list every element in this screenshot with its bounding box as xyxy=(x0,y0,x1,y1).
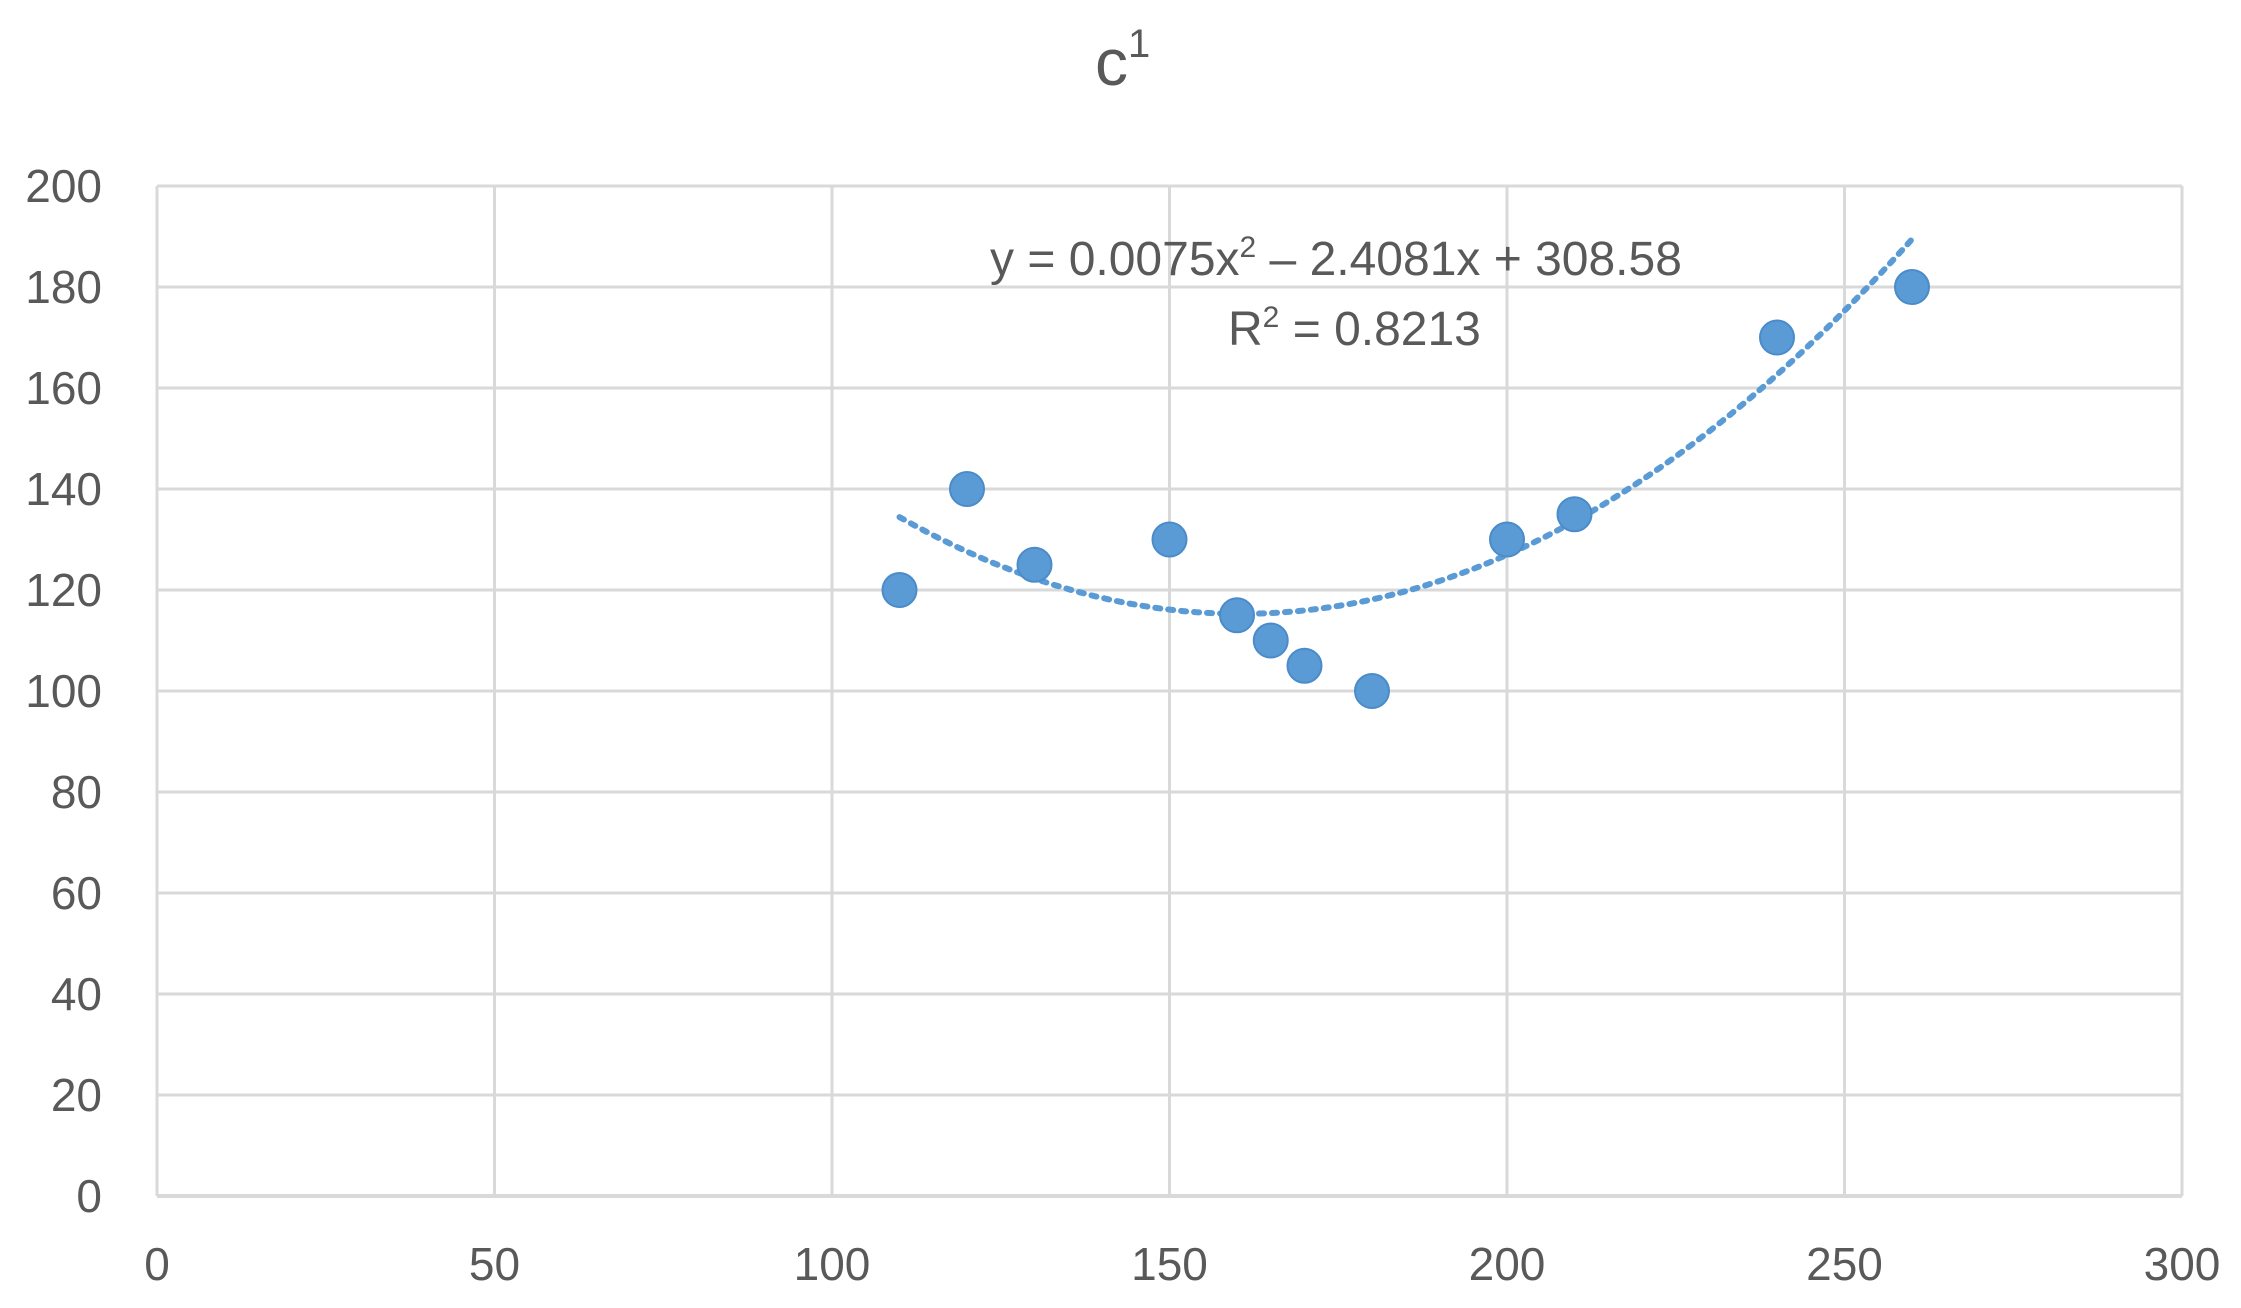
data-point xyxy=(1489,521,1525,558)
data-point xyxy=(949,471,985,507)
data-point xyxy=(1556,496,1593,533)
r-squared-label: R2 = 0.8213 xyxy=(1228,301,1481,356)
x-tick-label: 300 xyxy=(2144,1238,2221,1290)
data-point xyxy=(1354,673,1390,709)
data-point xyxy=(1252,622,1289,659)
r2-suffix: = 0.8213 xyxy=(1279,303,1481,356)
y-tick-label: 200 xyxy=(25,160,102,212)
y-tick-label: 180 xyxy=(25,261,102,313)
x-tick-label: 100 xyxy=(794,1238,871,1290)
trendline-equation: y = 0.0075x2 – 2.4081x + 308.58 xyxy=(990,231,1682,286)
y-tick-label: 60 xyxy=(51,867,102,919)
data-point xyxy=(1151,521,1188,558)
data-points xyxy=(881,269,1930,709)
data-point xyxy=(1016,546,1053,583)
chart-title-text: c xyxy=(1095,25,1128,99)
x-tick-label: 150 xyxy=(1131,1238,1208,1290)
x-tick-label: 50 xyxy=(469,1238,520,1290)
r2-prefix: R xyxy=(1228,303,1263,356)
y-tick-label: 80 xyxy=(51,766,102,818)
equation-prefix: y = 0.0075x xyxy=(990,233,1240,286)
y-tick-label: 0 xyxy=(76,1170,102,1222)
r2-exponent: 2 xyxy=(1263,301,1280,334)
chart-title-superscript: 1 xyxy=(1128,22,1150,66)
trendline xyxy=(896,236,1915,617)
data-point xyxy=(1894,269,1930,305)
x-tick-label: 0 xyxy=(144,1238,170,1290)
y-tick-label: 140 xyxy=(25,463,102,515)
x-tick-label: 250 xyxy=(1806,1238,1883,1290)
data-point xyxy=(1759,319,1795,356)
y-tick-label: 160 xyxy=(25,362,102,414)
data-point xyxy=(1286,647,1323,684)
y-tick-label: 20 xyxy=(51,1069,102,1121)
x-tick-label: 200 xyxy=(1469,1238,1546,1290)
y-tick-label: 40 xyxy=(51,968,102,1020)
data-point xyxy=(1219,597,1255,634)
equation-exponent: 2 xyxy=(1240,231,1257,264)
data-point xyxy=(881,572,918,608)
y-tick-label: 100 xyxy=(25,665,102,717)
equation-suffix: – 2.4081x + 308.58 xyxy=(1256,233,1682,286)
grid xyxy=(155,184,2184,1198)
y-tick-label: 120 xyxy=(25,564,102,616)
chart-title: c1 xyxy=(1095,22,1150,99)
axis-tick-labels: 0 20 40 60 80 100 120 140 160 180 200 0 50 100 150 200 2… xyxy=(25,160,2220,1290)
